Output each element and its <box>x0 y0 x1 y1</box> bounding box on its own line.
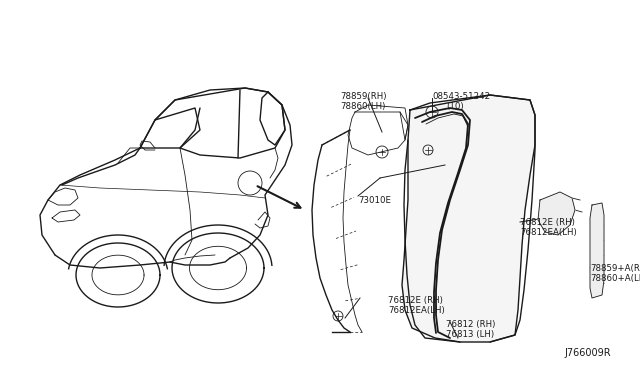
Text: 76812EA(LH): 76812EA(LH) <box>520 228 577 237</box>
Text: 76812E (RH): 76812E (RH) <box>388 296 443 305</box>
Text: (10): (10) <box>446 102 463 111</box>
Text: 76812 (RH): 76812 (RH) <box>446 320 495 329</box>
Text: 73010E: 73010E <box>358 196 391 205</box>
Text: J766009R: J766009R <box>564 348 611 358</box>
Polygon shape <box>402 95 535 342</box>
Polygon shape <box>590 203 604 298</box>
Text: 78860+A(LH): 78860+A(LH) <box>590 274 640 283</box>
Text: 08543-51242: 08543-51242 <box>432 92 490 101</box>
Text: 76812EA(LH): 76812EA(LH) <box>388 306 445 315</box>
Text: 78860(LH): 78860(LH) <box>340 102 385 111</box>
Text: 78859(RH): 78859(RH) <box>340 92 387 101</box>
Text: 76813 (LH): 76813 (LH) <box>446 330 494 339</box>
Polygon shape <box>538 192 575 235</box>
Text: 78859+A(RH): 78859+A(RH) <box>590 264 640 273</box>
Text: 76812E (RH): 76812E (RH) <box>520 218 575 227</box>
